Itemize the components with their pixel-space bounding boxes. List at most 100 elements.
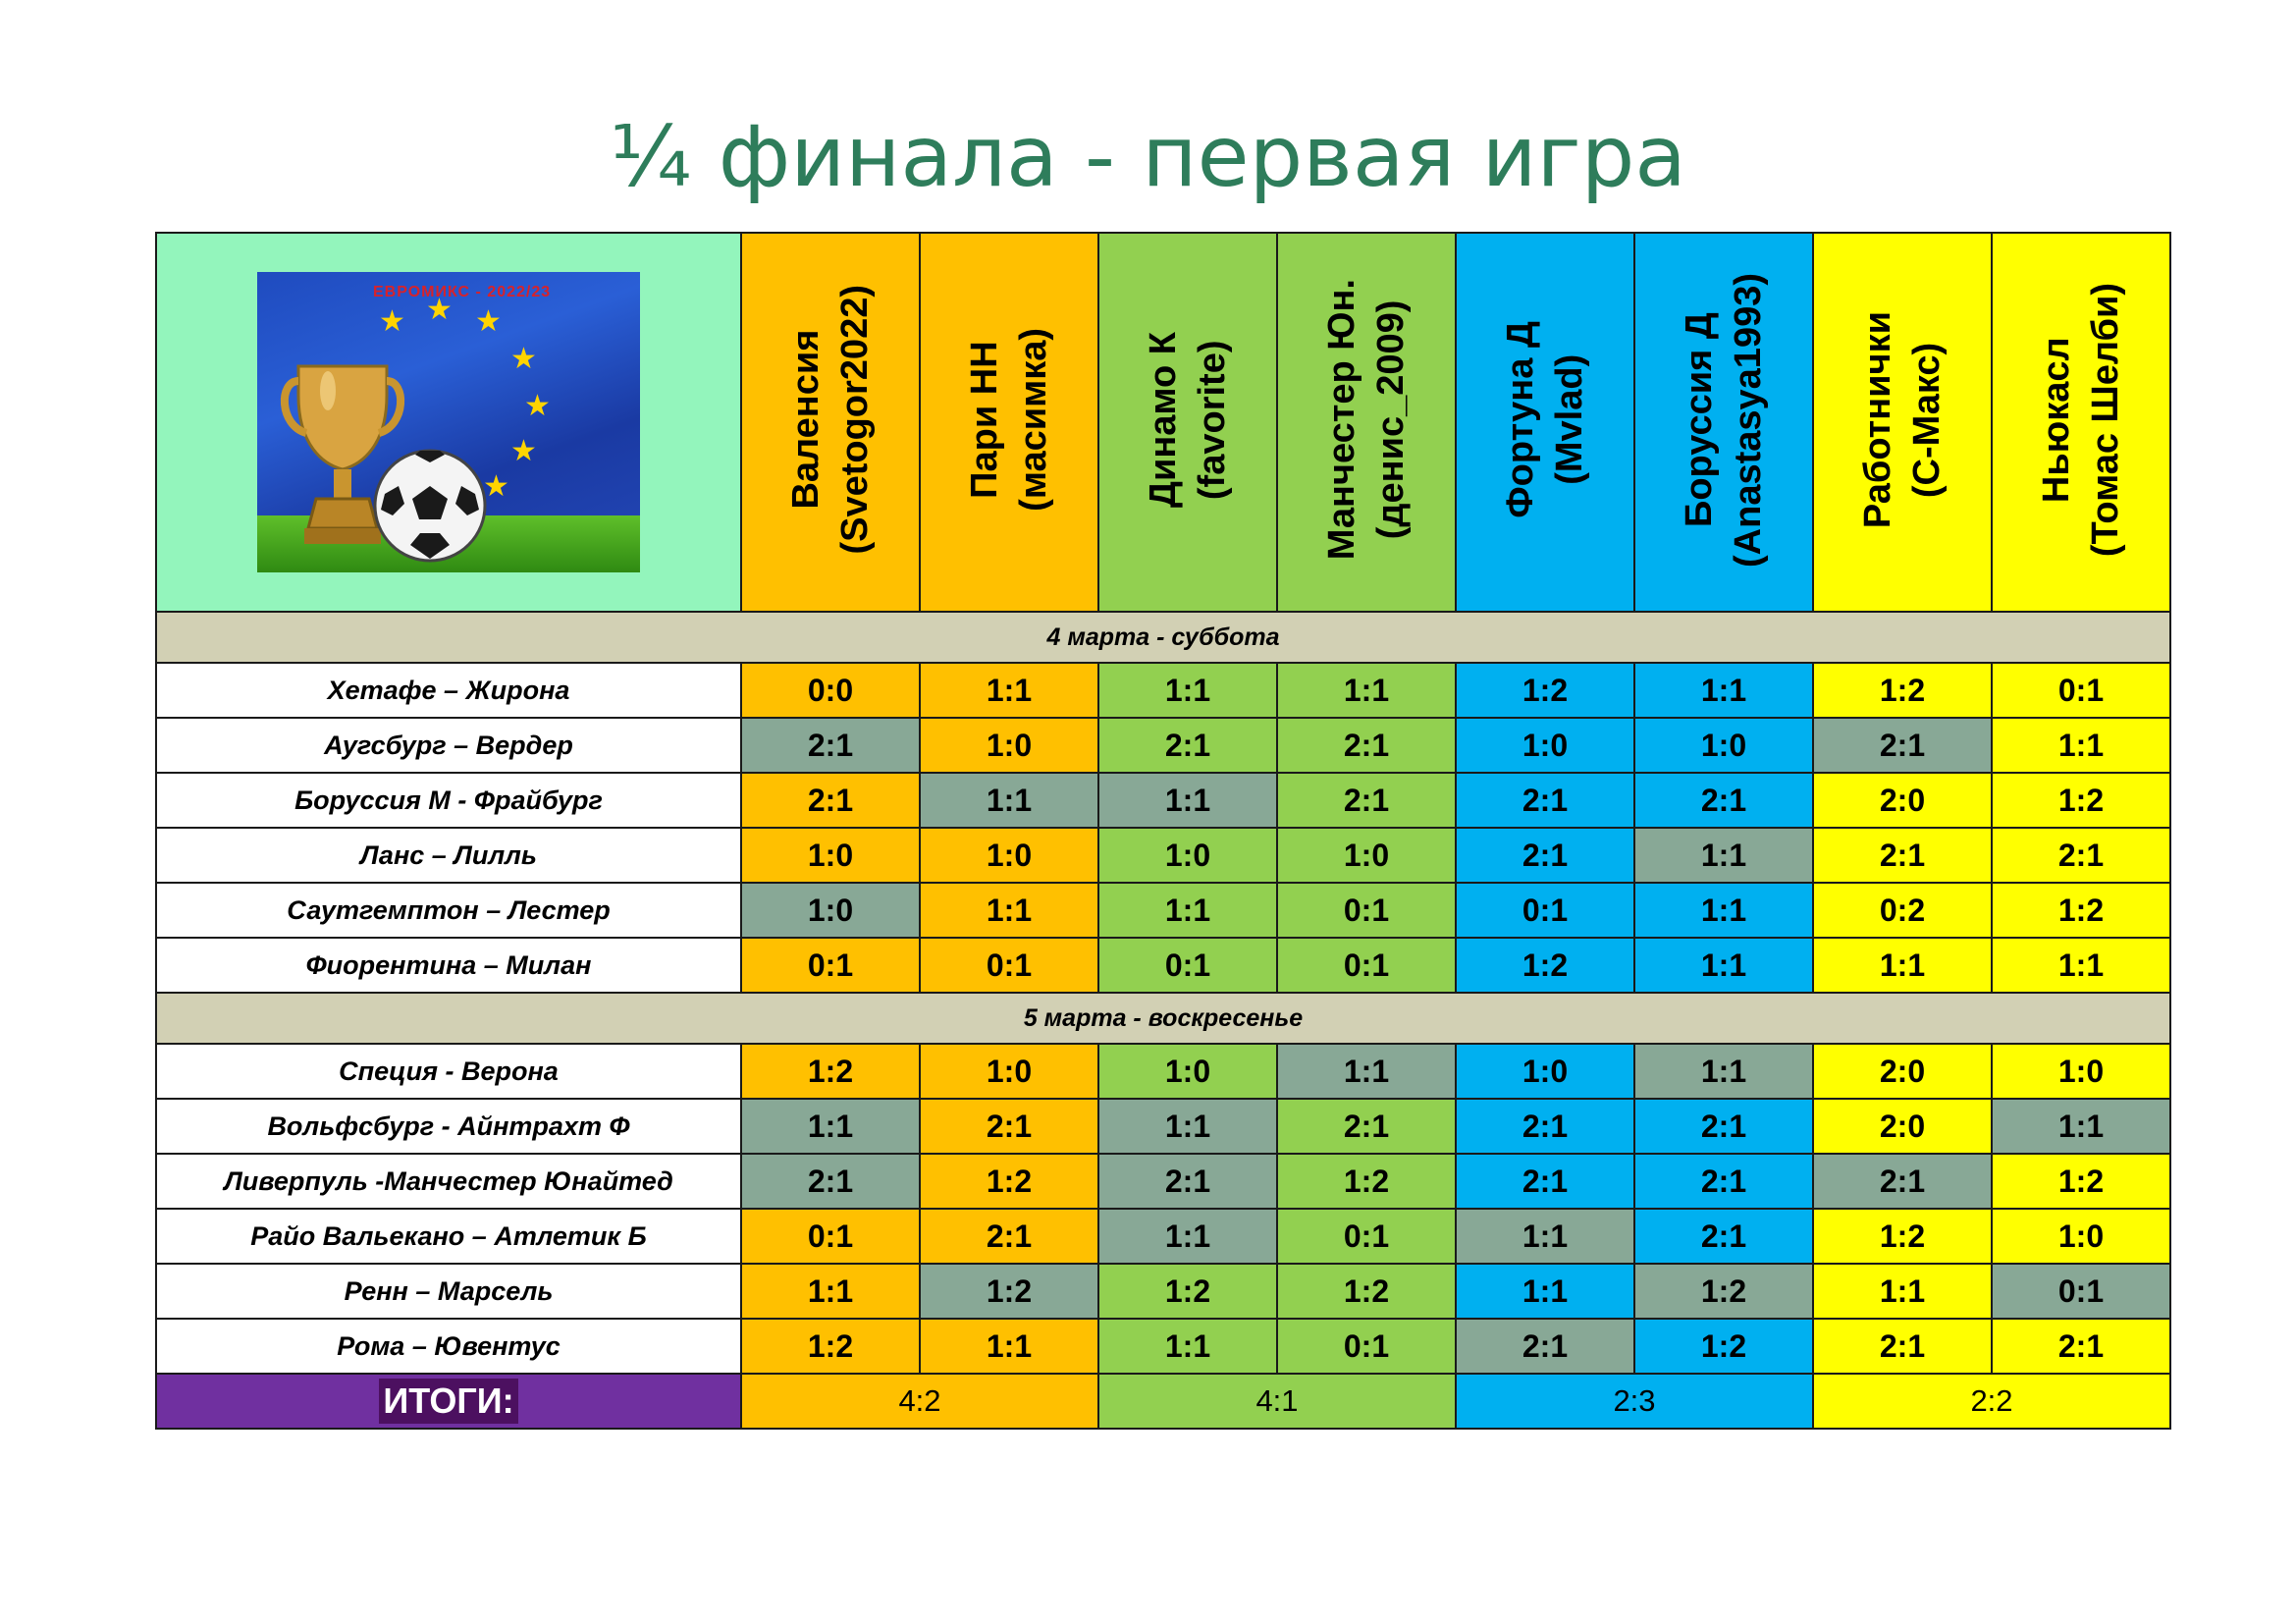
score-cell: 1:1: [1633, 882, 1814, 939]
totals-row: ИТОГИ: 4:2 4:1 2:3 2:2: [155, 1373, 2171, 1430]
score-cell: 2:1: [1812, 827, 1993, 884]
score-cell: 1:1: [1633, 827, 1814, 884]
score-cell: 1:2: [1097, 1263, 1278, 1320]
score-cell: 1:0: [919, 827, 1099, 884]
score-cell: 2:1: [1276, 717, 1457, 774]
score-cell: 1:0: [919, 717, 1099, 774]
euromix-logo: ЕВРОМИКС - 2022/23 ★ ★ ★ ★ ★ ★ ★: [257, 272, 640, 572]
score-cell: 2:1: [1633, 1208, 1814, 1265]
match-name: Хетафе – Жирона: [155, 662, 742, 719]
score-cell: 1:2: [1633, 1263, 1814, 1320]
totals-label: ИТОГИ:: [379, 1379, 518, 1424]
results-table: ЕВРОМИКС - 2022/23 ★ ★ ★ ★ ★ ★ ★: [155, 232, 2171, 1430]
score-cell: 1:0: [1455, 1043, 1635, 1100]
score-cell: 1:0: [1455, 717, 1635, 774]
score-cell: 1:1: [919, 882, 1099, 939]
score-cell: 2:1: [1812, 717, 1993, 774]
score-cell: 2:1: [1812, 1318, 1993, 1375]
match-name: Специя - Верона: [155, 1043, 742, 1100]
match-name: Ренн – Марсель: [155, 1263, 742, 1320]
match-row: Боруссия М - Фрайбург 2:1 1:1 1:1 2:1 2:1 2:1 2…: [155, 772, 2171, 829]
match-name: Ланс – Лилль: [155, 827, 742, 884]
match-row: Хетафе – Жирона 0:0 1:1 1:1 1:1 1:2 1:1 1:2 0:1: [155, 662, 2171, 719]
score-cell: 0:1: [740, 1208, 921, 1265]
team-header-0: Валенсия (Svetogor2022): [740, 232, 921, 613]
team-header-text: Пари НН (масимка): [960, 328, 1058, 512]
score-cell: 2:1: [740, 772, 921, 829]
score-cell: 1:1: [1276, 1043, 1457, 1100]
match-name: Ливерпуль -Манчестер Юнайтед: [155, 1153, 742, 1210]
score-cell: 1:1: [1097, 882, 1278, 939]
score-cell: 1:2: [1991, 882, 2171, 939]
logo-caption: ЕВРОМИКС - 2022/23: [373, 284, 552, 300]
score-cell: 2:1: [740, 1153, 921, 1210]
match-name: Вольфсбург - Айнтрахт Ф: [155, 1098, 742, 1155]
team-header-text: Фортуна Д (Mvlad): [1496, 321, 1594, 518]
score-cell: 1:1: [1097, 1098, 1278, 1155]
team-player: (денис_2009): [1370, 299, 1412, 540]
team-header-1: Пари НН (масимка): [919, 232, 1099, 613]
team-player: (Томас Шелби): [2085, 282, 2126, 558]
score-cell: 0:1: [1991, 1263, 2171, 1320]
score-cell: 1:1: [740, 1098, 921, 1155]
score-cell: 1:2: [1991, 1153, 2171, 1210]
match-name: Аугсбург – Вердер: [155, 717, 742, 774]
score-cell: 0:1: [1276, 1318, 1457, 1375]
score-cell: 1:1: [1991, 717, 2171, 774]
team-header-6: Работнички (С-Макс): [1812, 232, 1993, 613]
score-cell: 1:2: [1455, 937, 1635, 994]
star-icon: ★: [475, 305, 502, 338]
match-name: Саутгемптон – Лестер: [155, 882, 742, 939]
date-row: 4 марта - суббота: [155, 611, 2171, 664]
team-header-text: Работнички (С-Макс): [1853, 311, 1951, 528]
team-header-text: Валенсия (Svetogor2022): [781, 285, 880, 555]
match-row: Специя - Верона 1:2 1:0 1:0 1:1 1:0 1:1 2:0 1:0: [155, 1043, 2171, 1100]
score-cell: 1:1: [1633, 937, 1814, 994]
score-cell: 1:1: [1991, 1098, 2171, 1155]
match-name: Райо Вальекано – Атлетик Б: [155, 1208, 742, 1265]
score-cell: 1:0: [1097, 827, 1278, 884]
team-header-3: Манчестер Юн. (денис_2009): [1276, 232, 1457, 613]
score-cell: 0:1: [919, 937, 1099, 994]
team-header-text: Манчестер Юн. (денис_2009): [1317, 279, 1415, 560]
team-player: (favorite): [1192, 340, 1233, 500]
score-cell: 2:1: [1812, 1153, 1993, 1210]
date-label: 5 марта - воскресенье: [155, 992, 2171, 1045]
score-cell: 1:2: [1812, 1208, 1993, 1265]
score-cell: 0:1: [740, 937, 921, 994]
football-icon: [373, 449, 487, 563]
star-icon: ★: [510, 435, 537, 467]
score-cell: 2:1: [1455, 1153, 1635, 1210]
team-header-2: Динамо К (favorite): [1097, 232, 1278, 613]
team-name: Манчестер Юн.: [1321, 279, 1362, 561]
star-icon: ★: [379, 305, 405, 338]
score-cell: 2:1: [740, 717, 921, 774]
score-cell: 2:0: [1812, 1043, 1993, 1100]
trophy-icon: [281, 364, 404, 544]
score-cell: 0:1: [1991, 662, 2171, 719]
score-cell: 1:2: [1991, 772, 2171, 829]
star-icon: ★: [483, 470, 509, 503]
team-header-5: Боруссия Д (Anastasya1993): [1633, 232, 1814, 613]
score-cell: 1:0: [919, 1043, 1099, 1100]
score-cell: 2:1: [1991, 827, 2171, 884]
score-cell: 0:2: [1812, 882, 1993, 939]
date-row: 5 марта - воскресенье: [155, 992, 2171, 1045]
score-cell: 1:1: [919, 1318, 1099, 1375]
team-header-4: Фортуна Д (Mvlad): [1455, 232, 1635, 613]
score-cell: 1:2: [1276, 1263, 1457, 1320]
score-cell: 0:1: [1455, 882, 1635, 939]
score-cell: 1:2: [740, 1043, 921, 1100]
score-cell: 1:0: [1097, 1043, 1278, 1100]
score-cell: 1:2: [1455, 662, 1635, 719]
score-cell: 1:1: [919, 662, 1099, 719]
score-cell: 1:1: [1097, 1318, 1278, 1375]
team-header-text: Динамо К (favorite): [1139, 332, 1237, 508]
score-cell: 1:2: [919, 1153, 1099, 1210]
logo-cell: ЕВРОМИКС - 2022/23 ★ ★ ★ ★ ★ ★ ★: [155, 232, 742, 613]
score-cell: 2:1: [1633, 1153, 1814, 1210]
totals-label-cell: ИТОГИ:: [155, 1373, 742, 1430]
score-cell: 1:2: [740, 1318, 921, 1375]
score-cell: 1:2: [1812, 662, 1993, 719]
pair-total: 2:2: [1812, 1373, 2171, 1430]
